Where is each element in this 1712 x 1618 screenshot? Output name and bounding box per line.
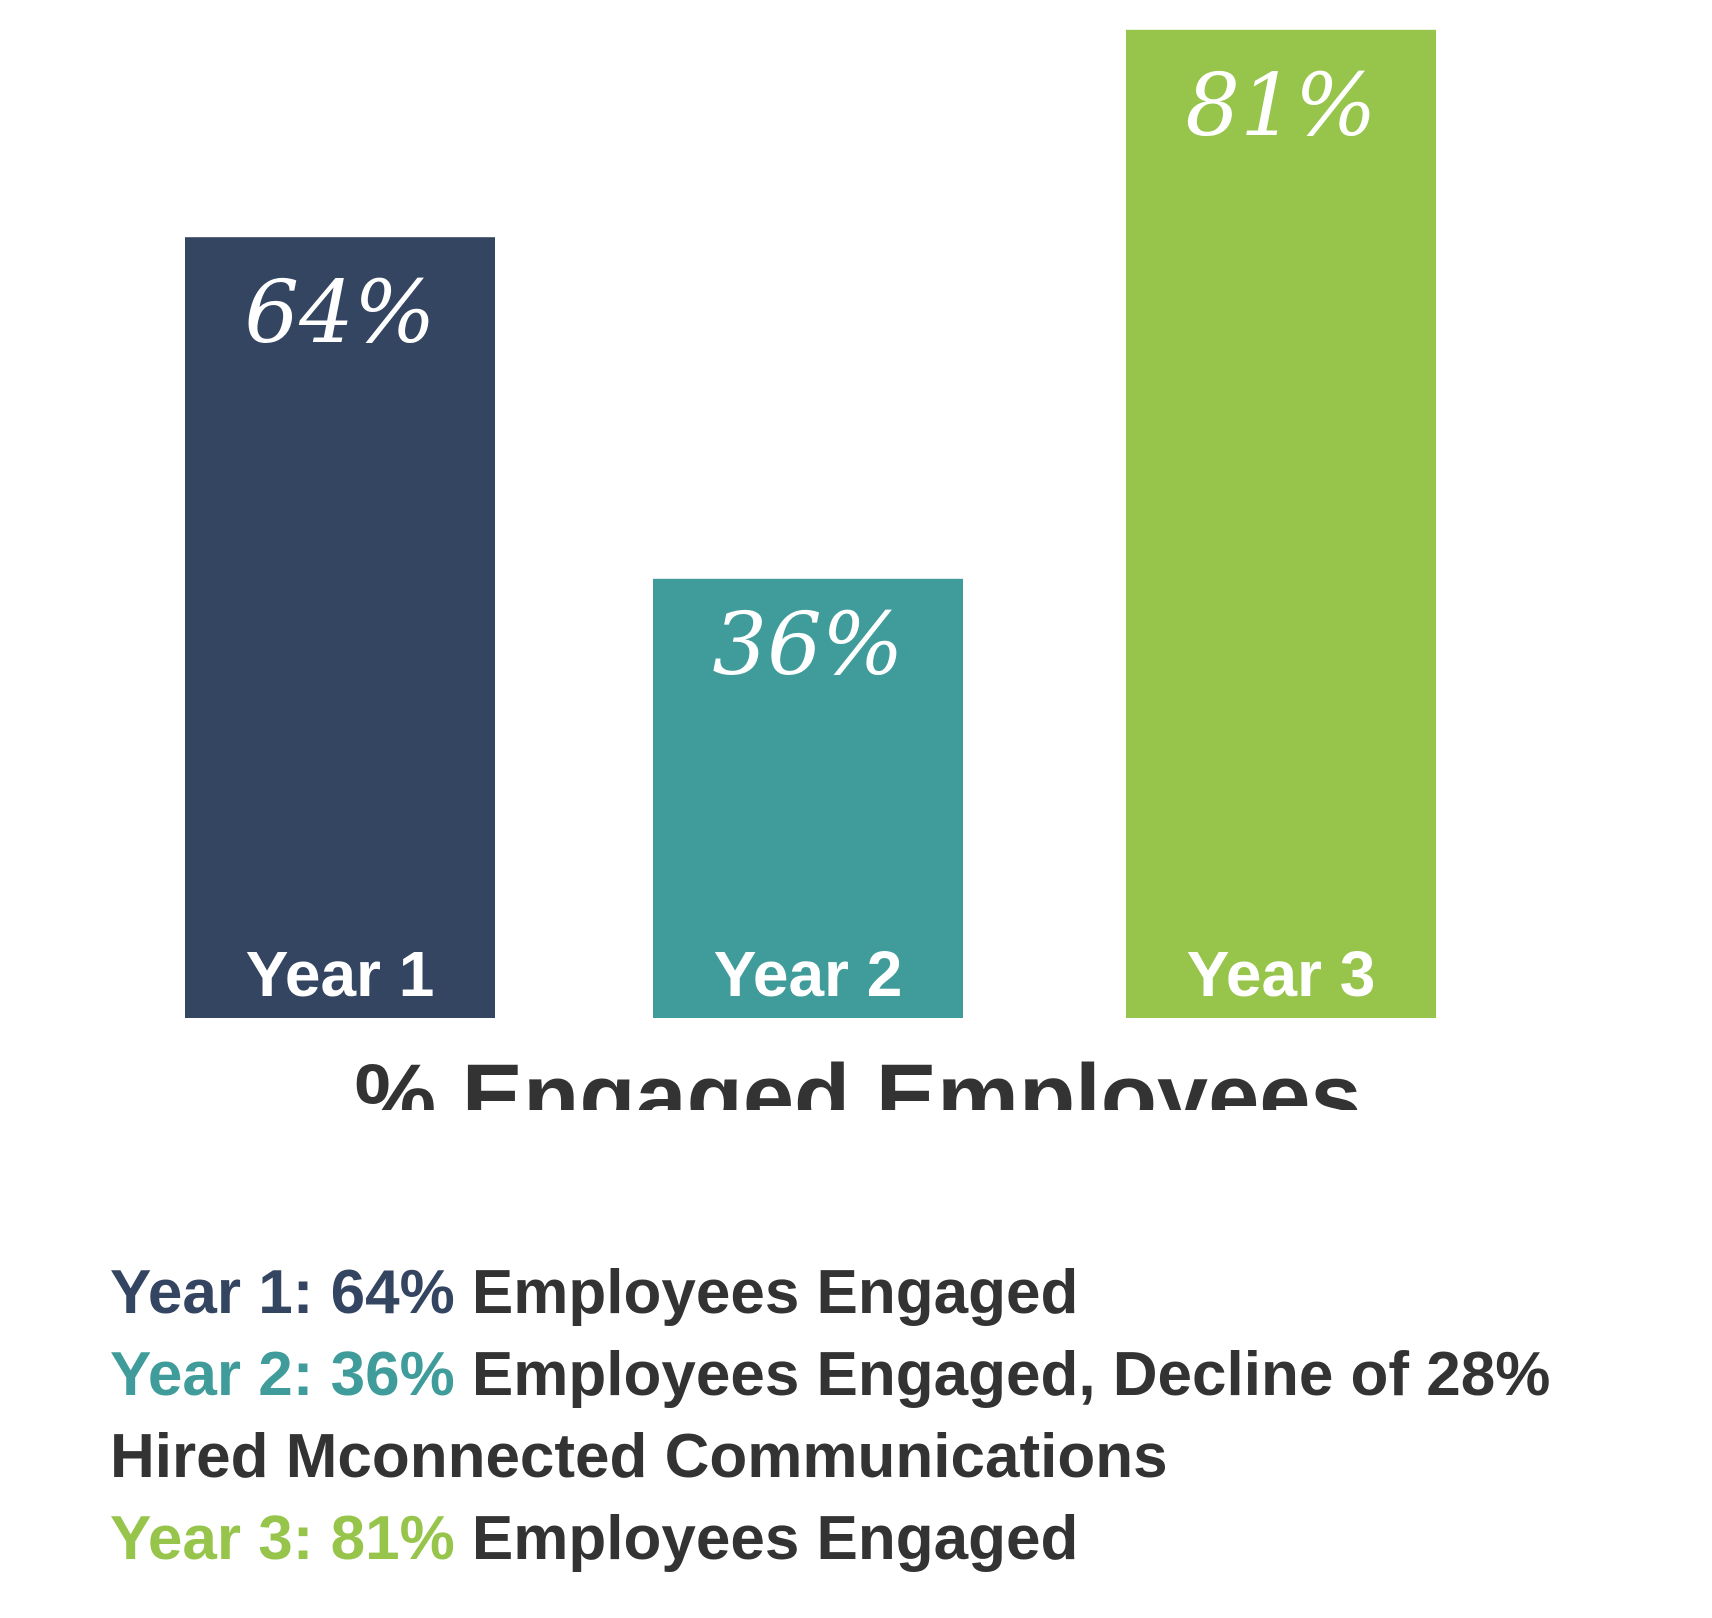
note-lead: Year 3: 81%: [110, 1504, 455, 1573]
note-line-2: Year 2: 36% Employees Engaged, Decline o…: [110, 1334, 1690, 1416]
note-line-4: Year 3: 81% Employees Engaged: [110, 1498, 1690, 1580]
engagement-notes: Year 1: 64% Employees Engaged Year 2: 36%…: [110, 1252, 1690, 1580]
bar-2: [653, 578, 963, 1018]
note-text: Employees Engaged: [454, 1504, 1079, 1573]
bar-category-label-3: Year 3: [1187, 938, 1376, 1010]
bar-3: [1126, 29, 1436, 1019]
bar-category-label-1: Year 1: [246, 938, 435, 1010]
note-text: Employees Engaged: [454, 1258, 1079, 1327]
bar-value-label-1: 64%: [244, 263, 435, 363]
bar-value-label-2: 36%: [712, 595, 903, 695]
bar-category-label-2: Year 2: [714, 938, 903, 1010]
bar-value-label-3: 81%: [1185, 56, 1376, 156]
note-lead: Year 1: 64%: [110, 1258, 455, 1327]
chart-title: % Engaged Employees: [354, 1046, 1361, 1110]
note-text: Employees Engaged, Decline of 28%: [454, 1340, 1551, 1409]
bars-layer: 64% Year 1 36% Year 2 81% Year 3: [185, 29, 1436, 1019]
note-lead: Year 2: 36%: [110, 1340, 455, 1409]
note-line-3: Hired Mconnected Communications: [110, 1416, 1690, 1498]
note-text: Hired Mconnected Communications: [110, 1422, 1168, 1491]
note-line-1: Year 1: 64% Employees Engaged: [110, 1252, 1690, 1334]
bar-1: [185, 237, 495, 1018]
bar-chart: 64% Year 1 36% Year 2 81% Year 3 % Engaged Em…: [185, 29, 1436, 1110]
